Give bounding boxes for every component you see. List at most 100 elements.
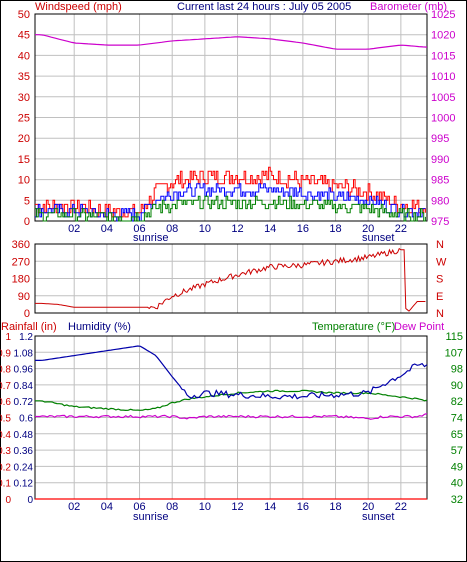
barometer-tick-9: 1020 bbox=[431, 30, 455, 42]
panel1-xtick-22: 22 bbox=[395, 223, 407, 235]
panel3-grid bbox=[35, 336, 427, 499]
humidity-ticks: 0 0.12 0.24 0.36 0.48 0.6 0.72 0.84 0.96 1.08 1.2 bbox=[14, 332, 34, 506]
panel1-xtick-18: 18 bbox=[329, 223, 341, 235]
direction-tick-2: 180 bbox=[12, 274, 30, 286]
rainfall-ticks: 0 0.1 0.2 0.3 0.4 0.5 0.6 0.7 0.8 0.9 1 bbox=[0, 332, 11, 506]
rainfall-tick-7: 0.7 bbox=[0, 381, 11, 392]
temperature-tick-1: 40 bbox=[451, 478, 463, 490]
barometer-ticks: 975 980 985 990 995 1000 1005 1010 1015 1020 1025 bbox=[431, 9, 455, 228]
barometer-tick-1: 980 bbox=[431, 195, 449, 207]
panel2-series bbox=[35, 247, 426, 312]
rainfall-tick-5: 0.5 bbox=[0, 414, 11, 425]
rainfall-axis-title: Rainfall (in) bbox=[1, 321, 57, 333]
humidity-tick-2: 0.24 bbox=[14, 462, 34, 473]
rainfall-tick-6: 0.6 bbox=[0, 397, 11, 408]
barometer-axis-title: Barometer (mb) bbox=[370, 1, 447, 13]
wind-direction-line bbox=[35, 247, 426, 312]
rainfall-tick-4: 0.4 bbox=[0, 430, 11, 441]
humidity-tick-8: 0.96 bbox=[14, 365, 34, 376]
panel1-xtick-02: 02 bbox=[68, 223, 80, 235]
panel2-grid bbox=[35, 244, 427, 313]
windspeed-tick-6: 30 bbox=[18, 92, 30, 104]
barometer-tick-7: 1010 bbox=[431, 71, 455, 83]
windspeed-tick-10: 50 bbox=[18, 9, 30, 21]
panel1-xtick-14: 14 bbox=[264, 223, 276, 235]
panel3-x-ticks: 02 04 06 08 10 12 14 16 18 20 22 bbox=[68, 501, 407, 513]
windspeed-tick-8: 40 bbox=[18, 50, 30, 62]
windspeed-tick-4: 20 bbox=[18, 133, 30, 145]
rainfall-tick-9: 0.9 bbox=[0, 348, 11, 359]
compass-tick-4: N bbox=[436, 239, 444, 251]
windspeed-tick-0: 0 bbox=[24, 216, 30, 228]
temperature-tick-7: 90 bbox=[451, 380, 463, 392]
panel1-xtick-04: 04 bbox=[101, 223, 113, 235]
panel1-xtick-20: 20 bbox=[362, 223, 374, 235]
windspeed-tick-3: 15 bbox=[18, 154, 30, 166]
windspeed-avg-line bbox=[35, 183, 426, 222]
dewpoint-line bbox=[35, 413, 428, 420]
compass-tick-1: E bbox=[436, 291, 443, 303]
temperature-tick-9: 107 bbox=[445, 347, 463, 359]
direction-tick-1: 90 bbox=[18, 291, 30, 303]
temperature-tick-5: 74 bbox=[451, 413, 463, 425]
windspeed-ticks: 0 5 10 15 20 25 30 35 40 45 50 bbox=[18, 9, 30, 228]
direction-tick-0: 0 bbox=[24, 308, 30, 320]
humidity-tick-3: 0.36 bbox=[14, 446, 34, 457]
windspeed-tick-9: 45 bbox=[18, 30, 30, 42]
sunrise-label-1: sunrise bbox=[133, 232, 168, 244]
panel3-xtick-10: 10 bbox=[199, 501, 211, 513]
rainfall-tick-1: 0.1 bbox=[0, 479, 11, 490]
windspeed-tick-7: 35 bbox=[18, 71, 30, 83]
compass-tick-2: S bbox=[436, 274, 443, 286]
panel3-xtick-04: 04 bbox=[101, 501, 113, 513]
sunset-label-1: sunset bbox=[362, 232, 394, 244]
humidity-tick-0: 0 bbox=[27, 495, 33, 506]
rainfall-tick-2: 0.2 bbox=[0, 462, 11, 473]
temperature-tick-2: 49 bbox=[451, 461, 463, 473]
windspeed-tick-2: 10 bbox=[18, 175, 30, 187]
humidity-tick-10: 1.2 bbox=[19, 332, 33, 343]
compass-tick-0: N bbox=[436, 308, 444, 320]
windspeed-tick-1: 5 bbox=[24, 195, 30, 207]
windspeed-gust-line bbox=[35, 166, 426, 218]
panel3-xtick-22: 22 bbox=[395, 501, 407, 513]
panel3-xtick-14: 14 bbox=[264, 501, 276, 513]
panel1-xtick-10: 10 bbox=[199, 223, 211, 235]
humidity-tick-6: 0.72 bbox=[14, 397, 34, 408]
direction-tick-4: 360 bbox=[12, 239, 30, 251]
temperature-tick-10: 115 bbox=[445, 331, 463, 343]
panel3-series bbox=[35, 345, 428, 500]
rainfall-tick-3: 0.3 bbox=[0, 446, 11, 457]
panel1-xtick-12: 12 bbox=[231, 223, 243, 235]
windspeed-low-line bbox=[35, 195, 426, 222]
temperature-tick-0: 32 bbox=[451, 494, 463, 506]
sunrise-label-3: sunrise bbox=[133, 511, 168, 523]
temperature-ticks: 32 40 49 57 65 74 82 90 98 107 115 bbox=[445, 331, 463, 506]
panel1-grid bbox=[35, 14, 427, 221]
panel3-xtick-20: 20 bbox=[362, 501, 374, 513]
barometer-tick-2: 985 bbox=[431, 175, 449, 187]
panel1-series bbox=[35, 34, 428, 222]
rainfall-tick-10: 1 bbox=[5, 332, 11, 343]
dewpoint-axis-title: Dew Point bbox=[394, 321, 444, 333]
humidity-tick-1: 0.12 bbox=[14, 479, 34, 490]
panel3-xtick-16: 16 bbox=[297, 501, 309, 513]
panel3-xtick-02: 02 bbox=[68, 501, 80, 513]
barometer-tick-10: 1025 bbox=[431, 9, 455, 21]
direction-ticks: 0 90 180 270 360 bbox=[12, 239, 30, 320]
panel2-border bbox=[34, 243, 428, 314]
barometer-tick-0: 975 bbox=[431, 216, 449, 228]
panel3-xtick-08: 08 bbox=[166, 501, 178, 513]
temperature-tick-8: 98 bbox=[451, 364, 463, 376]
panel3-xtick-12: 12 bbox=[231, 501, 243, 513]
barometer-tick-6: 1005 bbox=[431, 92, 455, 104]
barometer-tick-3: 990 bbox=[431, 154, 449, 166]
panel1-xtick-08: 08 bbox=[166, 223, 178, 235]
panel1-xtick-06: 06 bbox=[133, 223, 145, 235]
barometer-tick-8: 1015 bbox=[431, 50, 455, 62]
panel3-xtick-06: 06 bbox=[133, 501, 145, 513]
humidity-line bbox=[35, 345, 428, 400]
